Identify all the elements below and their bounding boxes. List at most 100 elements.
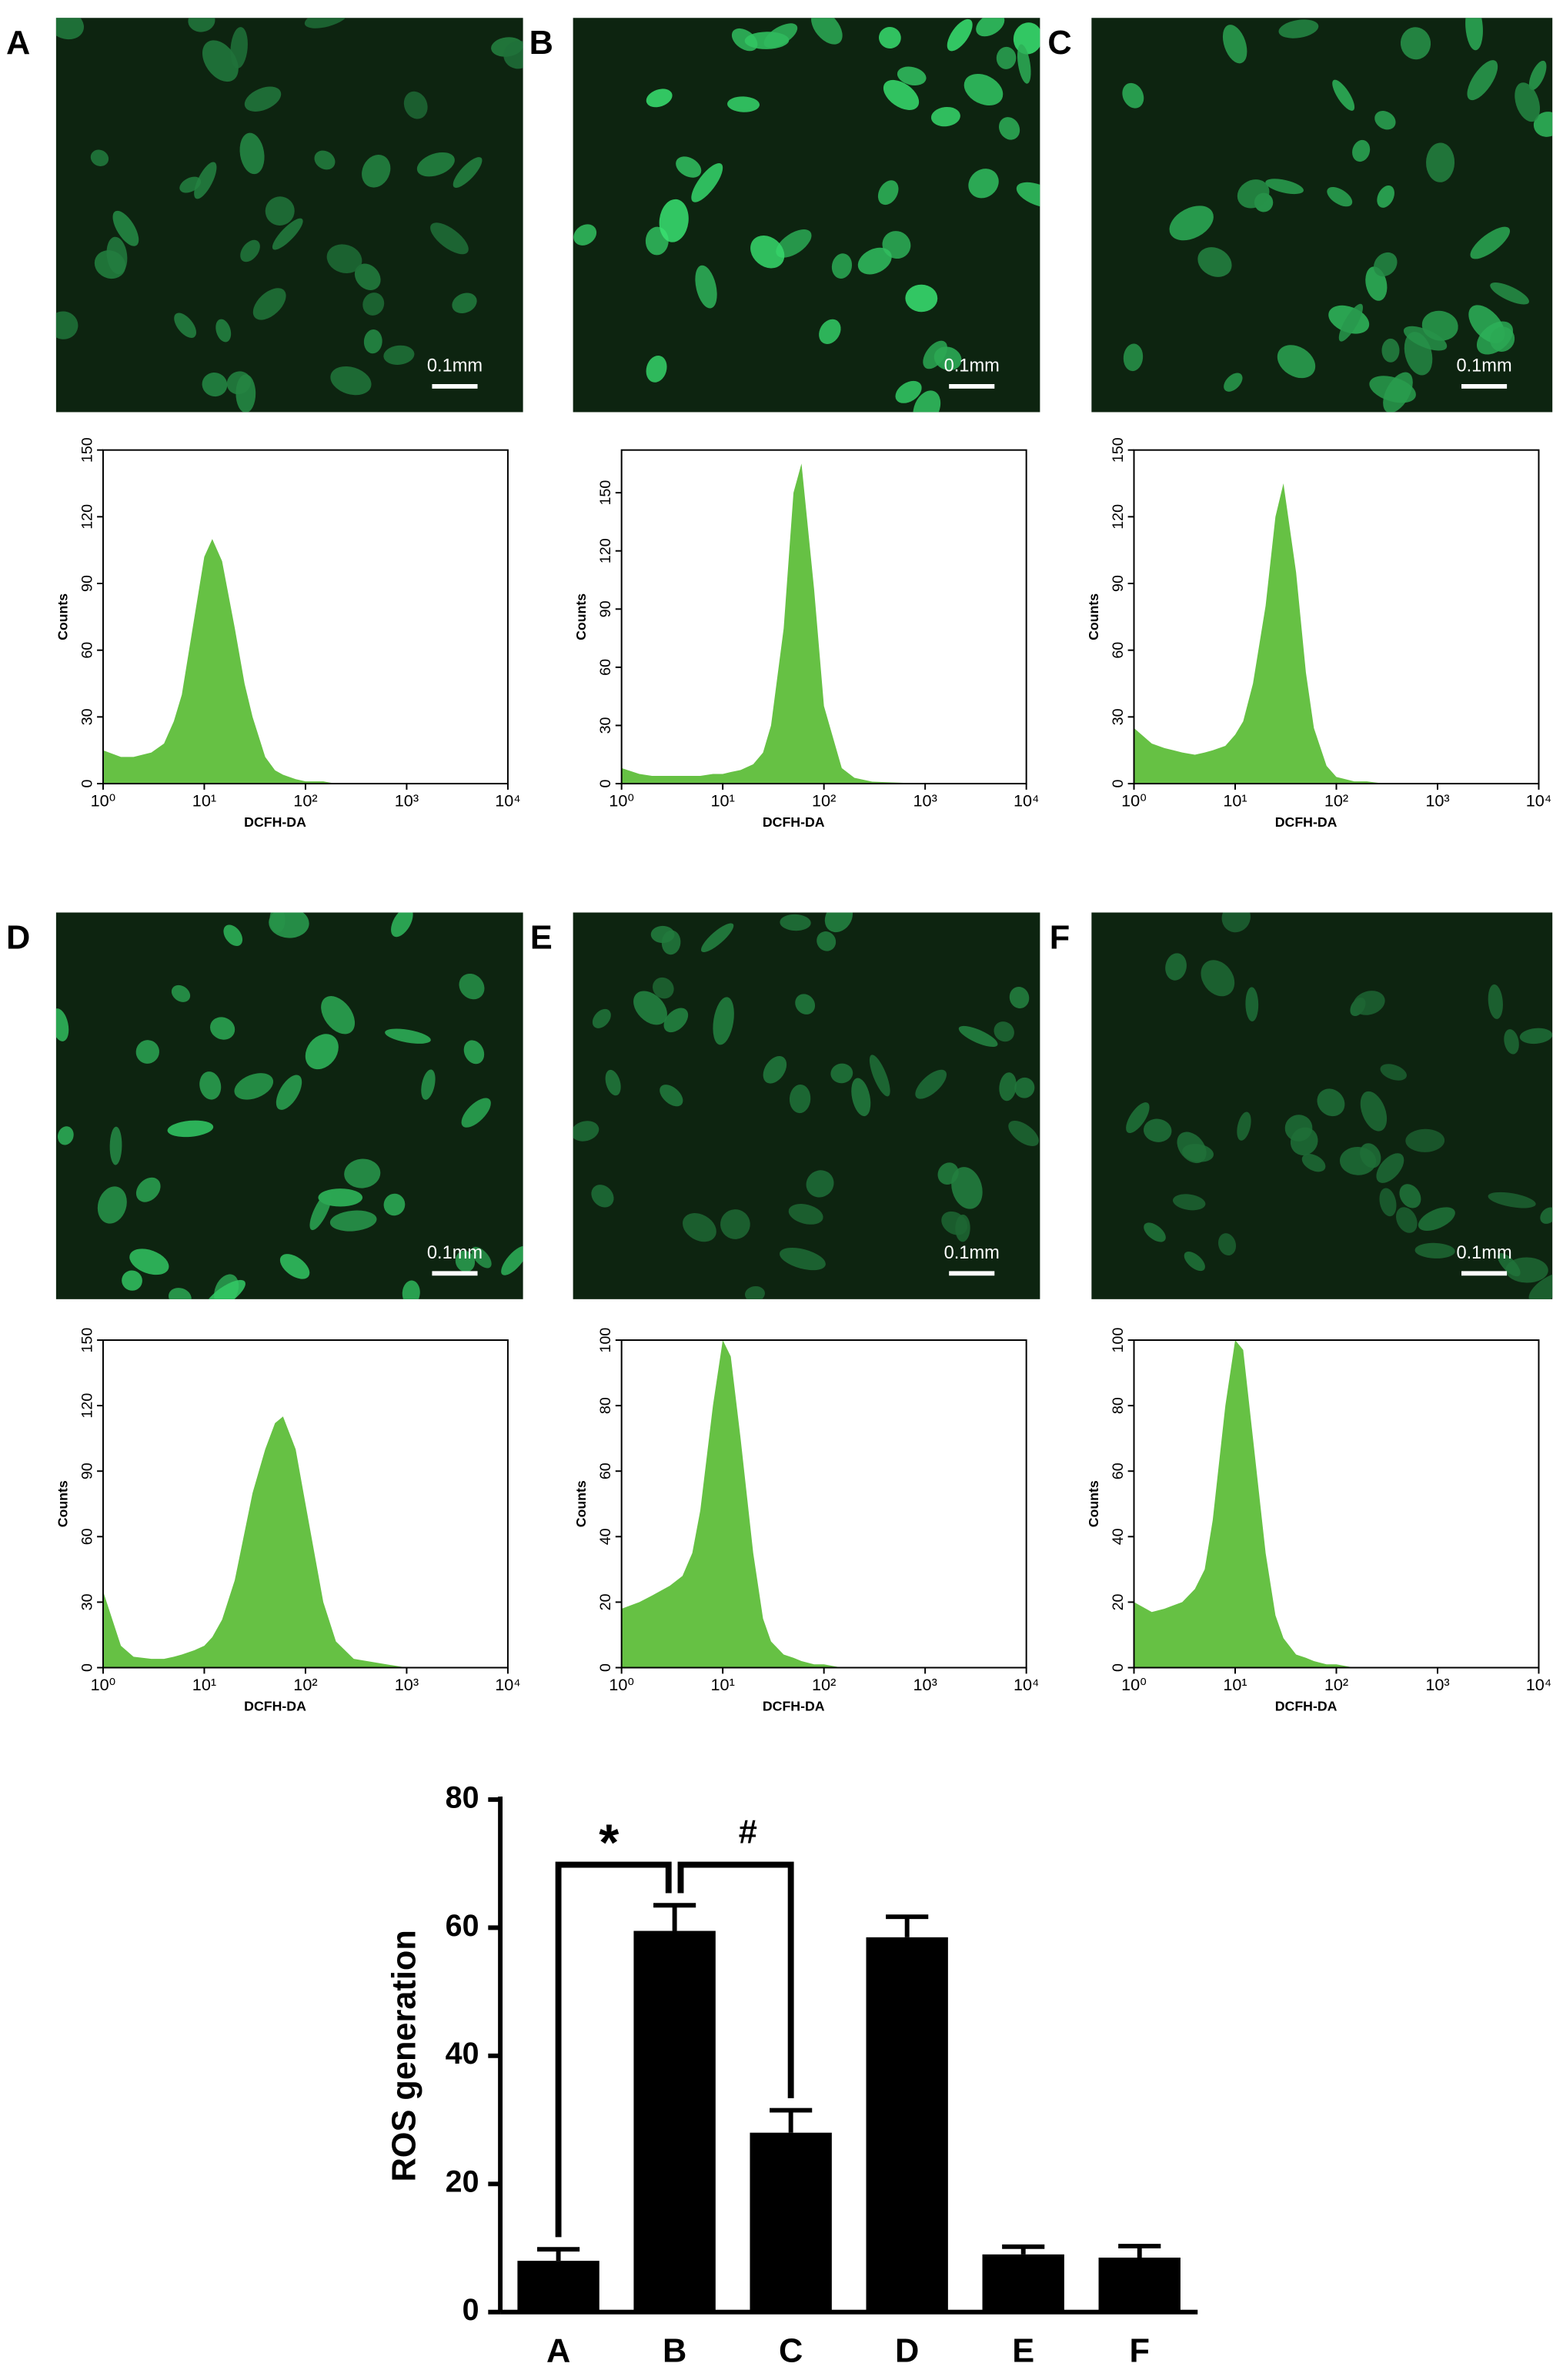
cell [326,244,362,274]
cell [795,994,816,1015]
x-tick-label: 10³ [913,791,937,810]
cell [1379,1188,1397,1217]
cell [106,236,128,275]
x-axis-label: DCFH-DA [244,814,306,830]
histogram-area [1134,1340,1539,1668]
histogram-area [621,463,1027,784]
cell [1405,1128,1445,1152]
cell [1265,179,1304,195]
panel-label: F [1050,919,1070,956]
cell [1528,60,1547,91]
cell [279,1254,310,1279]
plot-frame [102,449,509,785]
cell [676,156,702,178]
cell [660,1085,683,1107]
cell [269,912,286,933]
cell [695,265,717,309]
y-tick-label: 80 [597,1397,614,1414]
cell [573,224,597,246]
significance-bracket [555,1861,672,2238]
cell [1467,60,1498,101]
y-tick-label: 30 [597,717,614,734]
y-tick-label: 30 [78,708,95,725]
y-tick-label: 60 [597,1462,614,1479]
y-tick-label: 90 [1110,575,1127,592]
cell [1169,206,1214,241]
bar [1098,2258,1181,2312]
cell [1403,326,1448,351]
x-tick-label: 10⁴ [1014,1675,1039,1694]
y-tick-label: 30 [78,1593,95,1610]
cell [806,1170,834,1198]
x-tick-label: 10⁰ [609,1675,634,1694]
cell [234,1073,274,1100]
cell [391,912,413,938]
cell [1360,1091,1388,1132]
cell [1426,142,1455,182]
cell [605,1069,621,1096]
cell [913,390,941,413]
cell [226,371,252,395]
cell [1381,338,1400,363]
cell [1245,987,1259,1021]
cells [55,912,523,1299]
y-tick-label: 40 [597,1528,614,1545]
y-tick-label: 120 [597,538,614,563]
x-tick-label: 10⁴ [1526,791,1551,810]
cell [1014,1077,1035,1098]
x-tick-label: 10¹ [1223,791,1247,810]
y-tick-label: 60 [446,1909,479,1943]
x-axis-label: DCFH-DA [763,1698,825,1713]
bar [633,1930,716,2312]
cell [330,366,372,396]
x-tick-label: 10⁴ [1526,1675,1551,1694]
cell [305,1034,339,1070]
x-tick-label: 10¹ [192,1675,216,1694]
cell [930,106,960,127]
y-axis-label: Counts [55,593,70,640]
y-axis-label: ROS generation [386,1930,422,2181]
y-tick-label: 0 [463,2293,479,2327]
cell [1418,1207,1455,1231]
cell [167,1120,214,1138]
cell [720,1209,750,1239]
cell [1414,1242,1455,1259]
cell [994,1021,1014,1042]
cell [1498,1252,1521,1277]
cell [1237,1111,1251,1141]
cell [780,1247,826,1271]
cell [309,1192,332,1231]
cell [691,163,723,202]
cell [362,292,385,316]
cell [252,288,286,320]
x-tick-label: C [779,2332,803,2369]
x-tick-label: 10⁴ [495,791,520,810]
x-tick-label: 10¹ [1223,1675,1247,1694]
cell [895,380,922,403]
cell [951,1167,983,1209]
y-tick-label: 150 [78,437,95,463]
cell [1519,1028,1553,1045]
x-tick-label: E [1012,2332,1034,2369]
y-tick-label: 60 [1110,642,1127,659]
significance-marker: # [739,1814,757,1851]
cell [57,1126,74,1145]
x-tick-label: 10³ [1425,1675,1449,1694]
cell [1224,373,1243,392]
x-tick-label: 10³ [395,1675,419,1694]
cell [174,313,197,338]
y-tick-label: 150 [1110,437,1127,463]
y-axis-label: Counts [55,1480,70,1527]
cell [659,199,689,242]
bar [750,2132,832,2312]
x-axis-label: DCFH-DA [244,1698,306,1713]
micrograph [573,18,1040,413]
cell [592,1008,611,1028]
cell [421,1069,436,1100]
cell [452,292,477,314]
x-tick-label: 10⁰ [1121,1675,1147,1694]
cell [1338,303,1363,342]
cell [1332,79,1355,111]
cell [763,23,798,48]
cell [776,229,812,258]
